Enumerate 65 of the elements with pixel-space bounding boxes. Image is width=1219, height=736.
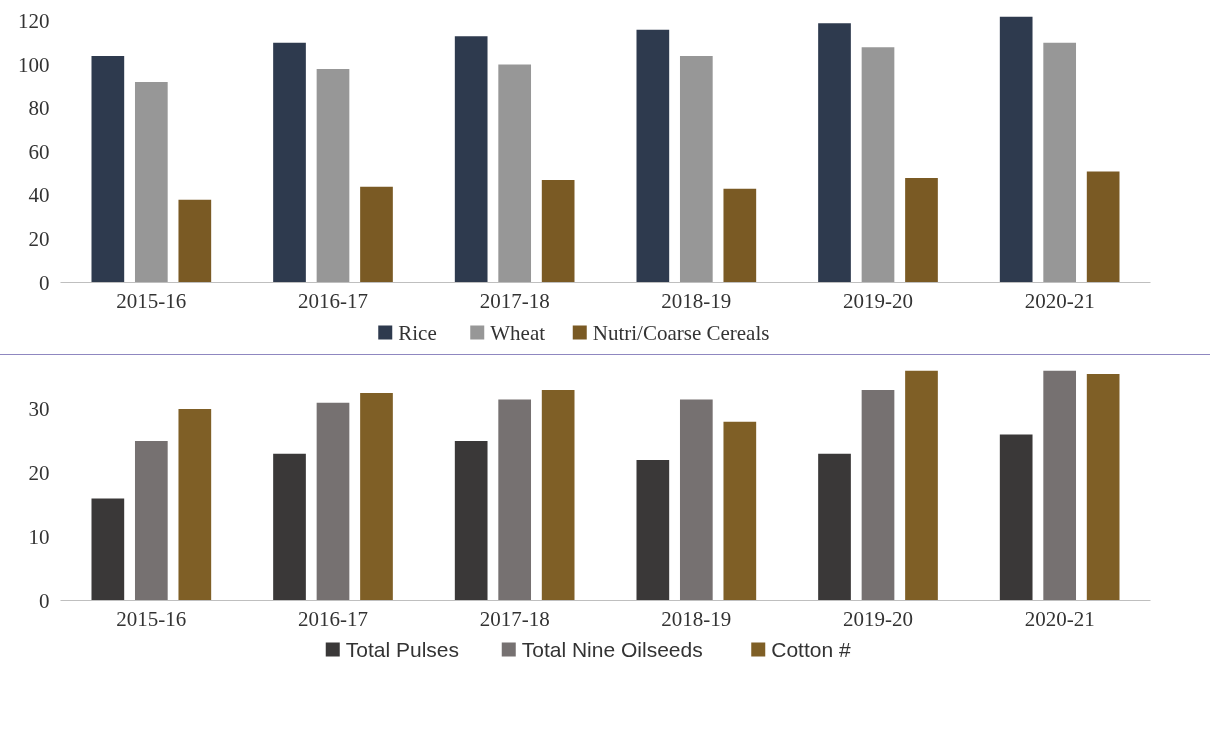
bar xyxy=(454,440,488,601)
bar xyxy=(905,177,938,283)
y-tick-label: 60 xyxy=(28,139,50,164)
bar xyxy=(541,180,575,283)
bar xyxy=(999,434,1033,601)
bar xyxy=(91,55,125,283)
y-tick-label: 80 xyxy=(28,96,50,121)
x-tick-label: 2020-21 xyxy=(1024,288,1095,313)
bar xyxy=(134,82,168,283)
y-tick-label: 20 xyxy=(28,226,50,251)
x-tick-label: 2017-18 xyxy=(479,606,550,631)
y-tick-label: 10 xyxy=(28,524,50,549)
bar xyxy=(999,16,1033,283)
bar xyxy=(360,186,393,283)
x-tick-label: 2019-20 xyxy=(843,606,913,631)
x-tick-label: 2018-19 xyxy=(661,288,732,313)
x-tick-label: 2017-18 xyxy=(479,288,550,313)
bar xyxy=(178,199,212,283)
legend-label: Total Pulses xyxy=(345,638,459,661)
bar xyxy=(91,498,125,601)
bar xyxy=(818,453,851,601)
y-tick-label: 100 xyxy=(18,52,50,77)
bar xyxy=(1086,171,1120,283)
bar xyxy=(818,23,851,283)
bar xyxy=(454,36,488,283)
bar xyxy=(861,389,895,601)
x-tick-label: 2016-17 xyxy=(298,288,368,313)
bar xyxy=(679,399,713,601)
bar xyxy=(541,389,575,601)
bar xyxy=(273,42,306,283)
x-tick-label: 2015-16 xyxy=(116,606,187,631)
bar xyxy=(1043,42,1077,283)
bar xyxy=(316,68,350,283)
x-tick-label: 2019-20 xyxy=(843,288,913,313)
y-tick-label: 120 xyxy=(18,9,50,34)
legend-label: Wheat xyxy=(490,320,546,345)
legend-label: Rice xyxy=(398,320,437,345)
bar xyxy=(679,55,713,283)
y-tick-label: 40 xyxy=(28,183,50,208)
x-tick-label: 2018-19 xyxy=(661,606,732,631)
legend-label: Cotton # xyxy=(771,638,851,661)
y-tick-label: 30 xyxy=(28,397,50,422)
bar xyxy=(636,29,670,283)
bar xyxy=(498,399,532,601)
bar xyxy=(134,440,168,601)
bar xyxy=(178,409,212,601)
x-tick-label: 2016-17 xyxy=(298,606,368,631)
x-tick-label: 2020-21 xyxy=(1024,606,1095,631)
bar xyxy=(861,47,895,283)
bar xyxy=(723,421,757,601)
bar xyxy=(273,453,306,601)
bar xyxy=(723,188,757,283)
bar xyxy=(498,64,532,283)
y-tick-label: 0 xyxy=(39,588,50,613)
y-tick-label: 20 xyxy=(28,460,50,485)
bar xyxy=(360,393,393,601)
bar xyxy=(1086,373,1120,601)
y-tick-label: 0 xyxy=(39,270,50,295)
bar xyxy=(1043,370,1077,601)
bar xyxy=(905,370,938,601)
x-tick-label: 2015-16 xyxy=(116,288,187,313)
legend-label: Total Nine Oilseeds xyxy=(521,638,703,661)
bar xyxy=(316,402,350,601)
legend-label: Nutri/Coarse Cereals xyxy=(592,320,770,345)
bar xyxy=(636,460,670,601)
